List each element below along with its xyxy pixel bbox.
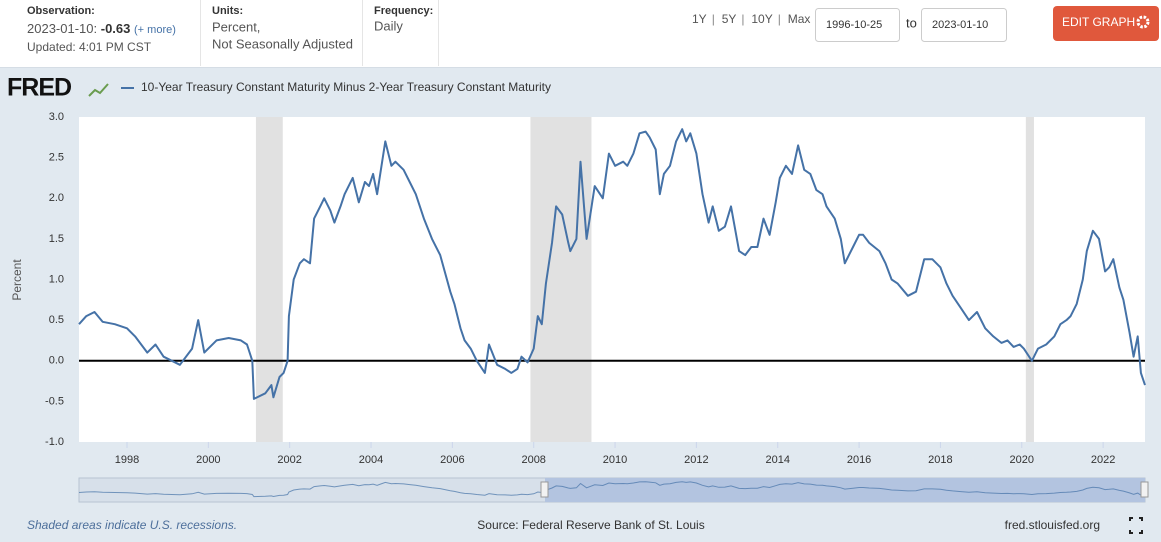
y-tick-label: 0.5 xyxy=(49,314,64,326)
y-tick-label: -1.0 xyxy=(45,436,64,448)
observation-date: 2023-01-10: xyxy=(27,21,97,36)
updated-text: Updated: 4:01 PM CST xyxy=(27,40,152,54)
source: Source: Federal Reserve Bank of St. Loui… xyxy=(477,518,704,532)
navigator-series xyxy=(78,481,1146,498)
y-tick-label: 1.5 xyxy=(49,233,64,245)
range-button[interactable]: 5Y xyxy=(722,12,737,26)
x-tick-label: 2022 xyxy=(1091,454,1115,466)
series-line xyxy=(78,128,1146,400)
start-date-input[interactable] xyxy=(815,8,900,42)
legend-label: 10-Year Treasury Constant Maturity Minus… xyxy=(141,80,551,94)
navigator-line xyxy=(78,481,1146,498)
x-tick-label: 2010 xyxy=(603,454,627,466)
y-tick-label: -0.5 xyxy=(45,395,64,407)
x-tick-label: 2016 xyxy=(847,454,871,466)
y-axis-title: Percent xyxy=(10,259,24,301)
edit-graph-label: EDIT GRAPH xyxy=(1062,15,1135,29)
end-date: 2023-01-10 xyxy=(932,19,988,31)
y-tick-label: 2.5 xyxy=(49,152,64,164)
to-label: to xyxy=(906,15,917,30)
recession-band xyxy=(255,117,283,442)
x-tick-label: 2006 xyxy=(440,454,464,466)
navigator-handle[interactable] xyxy=(1140,481,1149,498)
units-label: Units: xyxy=(212,5,243,17)
units-text: Percent, xyxy=(212,19,260,34)
range-separator: | xyxy=(741,12,744,26)
gear-icon xyxy=(1136,15,1150,29)
recession-band xyxy=(1025,117,1034,442)
y-tick-label: 2.0 xyxy=(49,192,64,204)
range-button[interactable]: Max xyxy=(788,12,811,26)
x-tick-label: 2014 xyxy=(765,454,789,466)
range-button[interactable]: 10Y xyxy=(751,12,772,26)
edit-graph-button[interactable] xyxy=(1053,6,1159,41)
site: fred.stlouisfed.org xyxy=(1005,518,1100,532)
observation-value: -0.63 xyxy=(101,21,131,36)
x-tick-label: 2018 xyxy=(928,454,952,466)
range-buttons: 1Y | 5Y | 10Y | Max xyxy=(692,12,810,26)
observation-label: Observation: xyxy=(27,5,95,17)
logo-icon xyxy=(88,83,109,97)
x-tick-label: 2012 xyxy=(684,454,708,466)
end-date-input[interactable] xyxy=(921,8,1007,42)
frequency-text: Daily xyxy=(374,18,403,33)
fullscreen-icon[interactable] xyxy=(1129,517,1143,534)
navigator-handle[interactable] xyxy=(540,481,549,498)
y-tick-label: 1.0 xyxy=(49,273,64,285)
plot-area xyxy=(79,117,1145,442)
observation-line: 2023-01-10: -0.63 (+ more) xyxy=(27,21,176,36)
recession-note: Shaded areas indicate U.S. recessions. xyxy=(27,518,237,532)
y-tick-label: 3.0 xyxy=(49,111,64,123)
range-separator: | xyxy=(712,12,715,26)
units-text: Not Seasonally Adjusted xyxy=(212,36,353,51)
x-tick-label: 2004 xyxy=(359,454,383,466)
legend: 10-Year Treasury Constant Maturity Minus… xyxy=(121,80,551,94)
logo: FRED xyxy=(7,74,71,102)
x-tick-label: 2000 xyxy=(196,454,220,466)
x-tick-label: 1998 xyxy=(115,454,139,466)
recession-band xyxy=(530,117,592,442)
y-tick-label: 0.0 xyxy=(49,355,64,367)
frequency-label: Frequency: xyxy=(374,5,433,17)
range-button[interactable]: 1Y xyxy=(692,12,707,26)
start-date: 1996-10-25 xyxy=(826,19,882,31)
navigator-selection[interactable] xyxy=(545,478,1145,502)
x-tick-label: 2020 xyxy=(1010,454,1034,466)
x-tick-label: 2008 xyxy=(521,454,545,466)
x-tick-label: 2002 xyxy=(277,454,301,466)
plot xyxy=(78,117,1146,442)
more-link[interactable]: (+ more) xyxy=(134,24,176,36)
range-separator: | xyxy=(778,12,781,26)
